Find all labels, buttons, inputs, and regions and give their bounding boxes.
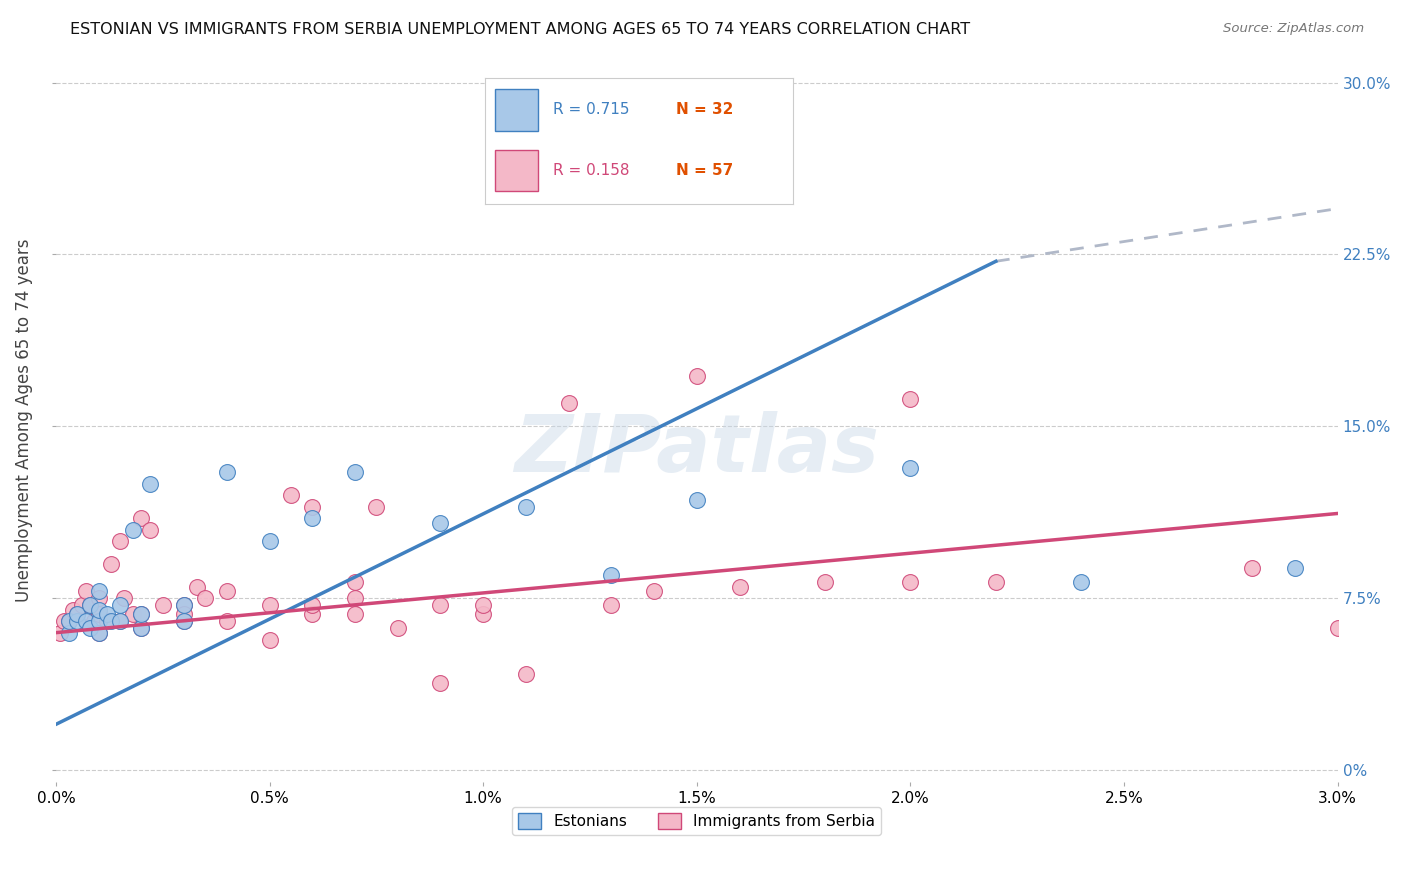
Point: [186, 580, 208, 594]
Point: [900, 460, 922, 475]
Point: [472, 598, 495, 612]
Point: [301, 511, 323, 525]
Point: [131, 511, 153, 525]
Point: [58, 614, 80, 628]
Point: [472, 607, 495, 622]
Point: [139, 476, 162, 491]
Point: [58, 625, 80, 640]
Point: [1070, 575, 1092, 590]
Point: [343, 465, 366, 479]
Point: [173, 614, 195, 628]
Point: [259, 632, 281, 647]
Point: [600, 598, 623, 612]
Point: [62, 603, 84, 617]
Point: [900, 575, 922, 590]
Point: [87, 607, 110, 622]
Point: [131, 607, 153, 622]
Point: [343, 607, 366, 622]
Point: [87, 614, 110, 628]
Point: [152, 598, 174, 612]
Point: [215, 614, 238, 628]
Point: [66, 607, 89, 622]
Point: [900, 392, 922, 406]
Point: [387, 621, 409, 635]
Point: [600, 568, 623, 582]
Point: [173, 598, 195, 612]
Point: [121, 607, 143, 622]
Point: [100, 557, 122, 571]
Point: [1284, 561, 1306, 575]
Point: [58, 614, 80, 628]
Point: [139, 523, 162, 537]
Point: [686, 492, 709, 507]
Point: [87, 603, 110, 617]
Point: [100, 614, 122, 628]
Point: [66, 607, 89, 622]
Point: [343, 591, 366, 606]
Point: [686, 368, 709, 383]
Text: Source: ZipAtlas.com: Source: ZipAtlas.com: [1223, 22, 1364, 36]
Point: [173, 614, 195, 628]
Point: [280, 488, 302, 502]
Point: [557, 396, 579, 410]
Point: [301, 500, 323, 514]
Point: [131, 621, 153, 635]
Point: [1241, 561, 1264, 575]
Point: [814, 575, 837, 590]
Point: [66, 614, 89, 628]
Point: [215, 465, 238, 479]
Point: [301, 598, 323, 612]
Point: [215, 584, 238, 599]
Point: [984, 575, 1007, 590]
Point: [79, 598, 101, 612]
Point: [131, 607, 153, 622]
Point: [108, 614, 131, 628]
Point: [343, 575, 366, 590]
Point: [429, 676, 451, 690]
Legend: Estonians, Immigrants from Serbia: Estonians, Immigrants from Serbia: [512, 807, 882, 836]
Point: [87, 584, 110, 599]
Point: [366, 500, 388, 514]
Point: [108, 614, 131, 628]
Point: [194, 591, 217, 606]
Point: [87, 625, 110, 640]
Point: [429, 598, 451, 612]
Point: [112, 591, 135, 606]
Point: [96, 614, 118, 628]
Point: [87, 625, 110, 640]
Point: [75, 584, 97, 599]
Text: ZIPatlas: ZIPatlas: [515, 410, 879, 489]
Point: [87, 591, 110, 606]
Point: [429, 516, 451, 530]
Point: [108, 598, 131, 612]
Point: [728, 580, 751, 594]
Point: [173, 598, 195, 612]
Point: [79, 621, 101, 635]
Point: [259, 533, 281, 548]
Point: [259, 598, 281, 612]
Point: [75, 614, 97, 628]
Point: [53, 614, 76, 628]
Point: [83, 614, 105, 628]
Point: [515, 667, 537, 681]
Point: [49, 625, 72, 640]
Point: [515, 500, 537, 514]
Point: [70, 598, 93, 612]
Text: ESTONIAN VS IMMIGRANTS FROM SERBIA UNEMPLOYMENT AMONG AGES 65 TO 74 YEARS CORREL: ESTONIAN VS IMMIGRANTS FROM SERBIA UNEMP…: [70, 22, 970, 37]
Point: [643, 584, 665, 599]
Point: [108, 533, 131, 548]
Point: [79, 598, 101, 612]
Point: [96, 607, 118, 622]
Point: [301, 607, 323, 622]
Point: [121, 523, 143, 537]
Point: [131, 621, 153, 635]
Point: [173, 607, 195, 622]
Point: [1326, 621, 1348, 635]
Y-axis label: Unemployment Among Ages 65 to 74 years: Unemployment Among Ages 65 to 74 years: [15, 239, 32, 602]
